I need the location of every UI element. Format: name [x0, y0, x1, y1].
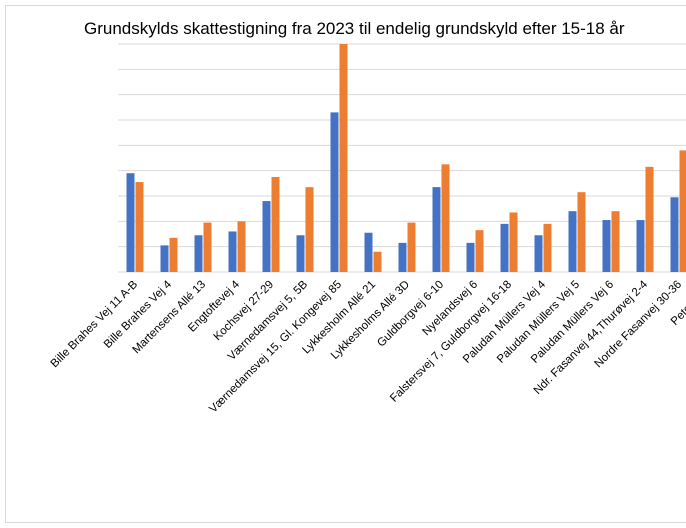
bar-series2-10: [475, 230, 484, 272]
bar-series1-15: [636, 220, 645, 272]
bar-series1-12: [534, 235, 543, 272]
bar-series1-7: [364, 232, 373, 272]
bar-series1-9: [432, 187, 441, 272]
bar-series2-14: [611, 211, 620, 272]
bar-series1-2: [194, 235, 203, 272]
bar-series2-3: [237, 221, 246, 272]
bar-series2-15: [645, 166, 654, 272]
chart-title: Grundskylds skattestigning fra 2023 til …: [84, 19, 625, 38]
x-tick-label: Falstersvej 7, Guldborgvej 16-18: [388, 279, 514, 405]
bar-series2-4: [271, 177, 280, 272]
bar-series1-13: [568, 211, 577, 272]
bar-series1-14: [602, 220, 611, 272]
bar-series2-5: [305, 187, 314, 272]
bar-series1-0: [126, 173, 135, 272]
bar-series2-16: [679, 150, 686, 272]
bar-series2-2: [203, 222, 212, 272]
bar-series1-1: [160, 245, 169, 272]
bar-series2-6: [339, 44, 348, 272]
bar-series1-3: [228, 231, 237, 272]
x-tick-label: Kochsvej 27-29: [212, 279, 277, 344]
bar-series2-8: [407, 222, 416, 272]
bar-series2-12: [543, 223, 552, 272]
bar-series1-8: [398, 242, 407, 272]
bar-series2-9: [441, 164, 450, 272]
bar-series1-6: [330, 112, 339, 273]
bar-series2-13: [577, 192, 586, 272]
bar-series2-11: [509, 212, 518, 272]
bar-series2-7: [373, 251, 382, 272]
bar-series1-11: [500, 223, 509, 272]
bar-series2-1: [169, 237, 178, 272]
bar-series1-10: [466, 242, 475, 272]
bar-series1-4: [262, 201, 271, 272]
bar-series2-0: [135, 182, 144, 272]
bar-series1-16: [670, 197, 679, 272]
bar-series1-5: [296, 235, 305, 272]
